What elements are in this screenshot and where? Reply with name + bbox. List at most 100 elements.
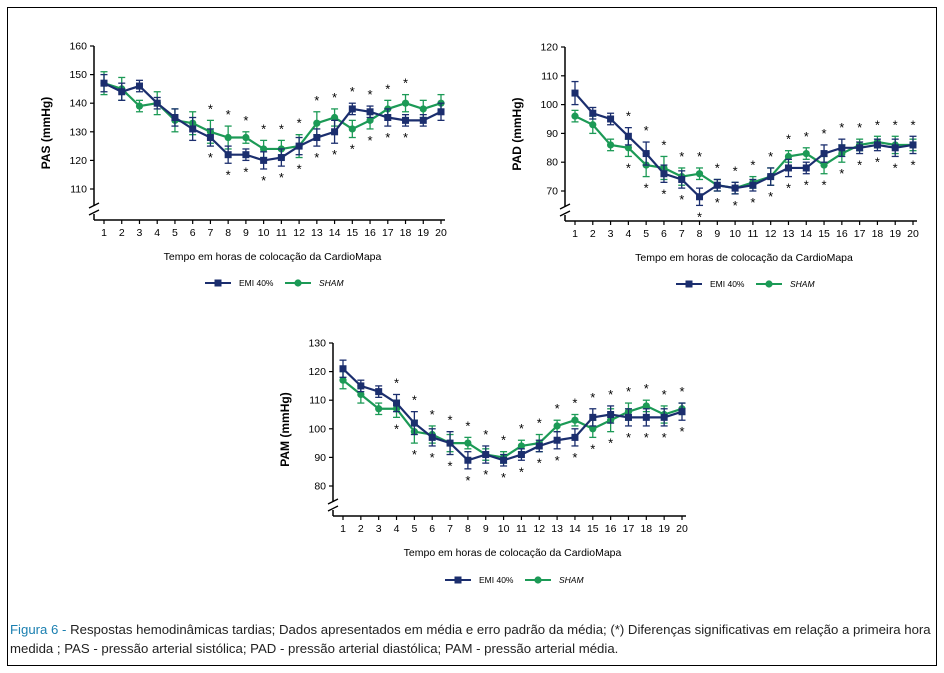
x-tick-label: 16 bbox=[605, 523, 617, 535]
x-tick-label: 4 bbox=[394, 523, 400, 535]
x-axis-label: Tempo em horas de colocação da CardioMap… bbox=[404, 547, 622, 559]
significance-marker: * bbox=[297, 162, 302, 177]
y-axis-label: PAD (mmHg) bbox=[510, 97, 524, 170]
significance-marker: * bbox=[519, 464, 524, 479]
data-point bbox=[419, 105, 427, 113]
data-point bbox=[357, 382, 365, 390]
data-point bbox=[419, 116, 427, 124]
x-tick-label: 8 bbox=[465, 523, 471, 535]
data-point bbox=[624, 132, 632, 140]
data-point bbox=[224, 133, 232, 142]
significance-marker: * bbox=[483, 467, 488, 482]
significance-marker: * bbox=[697, 209, 702, 224]
legend-marker-emi bbox=[214, 279, 222, 287]
legend-label-emi: EMI 40% bbox=[479, 575, 514, 585]
data-point bbox=[856, 144, 864, 152]
caption-label: Figura 6 - bbox=[10, 622, 67, 637]
significance-marker: * bbox=[590, 390, 595, 405]
data-point bbox=[678, 408, 686, 416]
x-tick-label: 6 bbox=[429, 523, 435, 535]
significance-marker: * bbox=[465, 473, 470, 488]
data-point bbox=[642, 402, 650, 410]
significance-marker: * bbox=[644, 430, 649, 445]
y-tick-label: 90 bbox=[314, 452, 326, 464]
data-point bbox=[153, 99, 161, 107]
significance-marker: * bbox=[857, 158, 862, 173]
series-emi bbox=[571, 80, 917, 207]
x-tick-label: 19 bbox=[658, 523, 670, 535]
x-tick-label: 5 bbox=[411, 523, 417, 535]
x-tick-label: 2 bbox=[590, 228, 596, 240]
x-tick-label: 16 bbox=[364, 227, 376, 239]
significance-marker: * bbox=[350, 84, 355, 99]
data-point bbox=[393, 399, 401, 407]
significance-marker: * bbox=[644, 123, 649, 138]
significance-marker: * bbox=[208, 101, 213, 116]
significance-marker: * bbox=[626, 160, 631, 175]
legend-marker-sham bbox=[765, 280, 773, 288]
x-tick-label: 9 bbox=[483, 523, 489, 535]
significance-marker: * bbox=[768, 189, 773, 204]
significance-marker: * bbox=[555, 453, 560, 468]
significance-marker: * bbox=[279, 170, 284, 185]
x-tick-label: 20 bbox=[907, 228, 919, 240]
legend-marker-emi bbox=[685, 280, 693, 288]
significance-marker: * bbox=[875, 155, 880, 170]
data-point bbox=[366, 116, 374, 124]
data-point bbox=[100, 79, 108, 87]
x-tick-label: 9 bbox=[714, 228, 720, 240]
data-point bbox=[607, 115, 615, 123]
legend: EMI 40% SHAM bbox=[676, 279, 815, 289]
x-tick-label: 13 bbox=[311, 227, 323, 239]
data-point bbox=[464, 439, 472, 447]
x-tick-label: 13 bbox=[551, 523, 563, 535]
x-tick-label: 5 bbox=[172, 227, 178, 239]
x-tick-label: 18 bbox=[400, 227, 412, 239]
x-tick-label: 14 bbox=[800, 228, 812, 240]
x-axis-label: Tempo em horas de colocação da CardioMap… bbox=[635, 252, 853, 264]
significance-marker: * bbox=[243, 164, 248, 179]
significance-marker: * bbox=[430, 407, 435, 422]
significance-marker: * bbox=[261, 173, 266, 188]
data-point bbox=[784, 164, 792, 172]
significance-marker: * bbox=[608, 387, 613, 402]
data-point bbox=[660, 170, 668, 178]
data-point bbox=[678, 175, 686, 183]
data-point bbox=[589, 413, 597, 421]
significance-marker: * bbox=[750, 158, 755, 173]
data-point bbox=[642, 413, 650, 421]
significance-marker: * bbox=[893, 160, 898, 175]
data-point bbox=[375, 405, 383, 413]
data-point bbox=[482, 451, 490, 459]
x-tick-label: 8 bbox=[697, 228, 703, 240]
x-tick-label: 7 bbox=[679, 228, 685, 240]
significance-marker: * bbox=[679, 384, 684, 399]
data-point bbox=[313, 134, 321, 142]
y-tick-label: 120 bbox=[308, 366, 326, 378]
data-point bbox=[695, 170, 704, 178]
significance-marker: * bbox=[350, 142, 355, 157]
significance-marker: * bbox=[893, 117, 898, 132]
x-tick-label: 20 bbox=[435, 227, 447, 239]
x-tick-label: 13 bbox=[783, 228, 795, 240]
legend: EMI 40% SHAM bbox=[205, 278, 344, 288]
data-point bbox=[135, 102, 144, 110]
significance-marker: * bbox=[626, 109, 631, 124]
data-point bbox=[357, 390, 365, 399]
data-point bbox=[348, 105, 356, 113]
x-tick-label: 19 bbox=[417, 227, 429, 239]
y-tick-label: 130 bbox=[308, 338, 326, 350]
significance-marker: * bbox=[822, 126, 827, 141]
x-axis-label: Tempo em horas de colocação da CardioMap… bbox=[164, 251, 382, 263]
series-emi bbox=[100, 73, 445, 170]
significance-marker: * bbox=[804, 129, 809, 144]
data-point bbox=[909, 141, 917, 149]
x-tick-label: 10 bbox=[258, 227, 270, 239]
figure-caption: Figura 6 - Respostas hemodinâmicas tardi… bbox=[10, 620, 938, 658]
significance-marker: * bbox=[786, 181, 791, 196]
x-tick-label: 14 bbox=[329, 227, 341, 239]
data-point bbox=[713, 181, 721, 189]
data-point bbox=[339, 376, 347, 384]
